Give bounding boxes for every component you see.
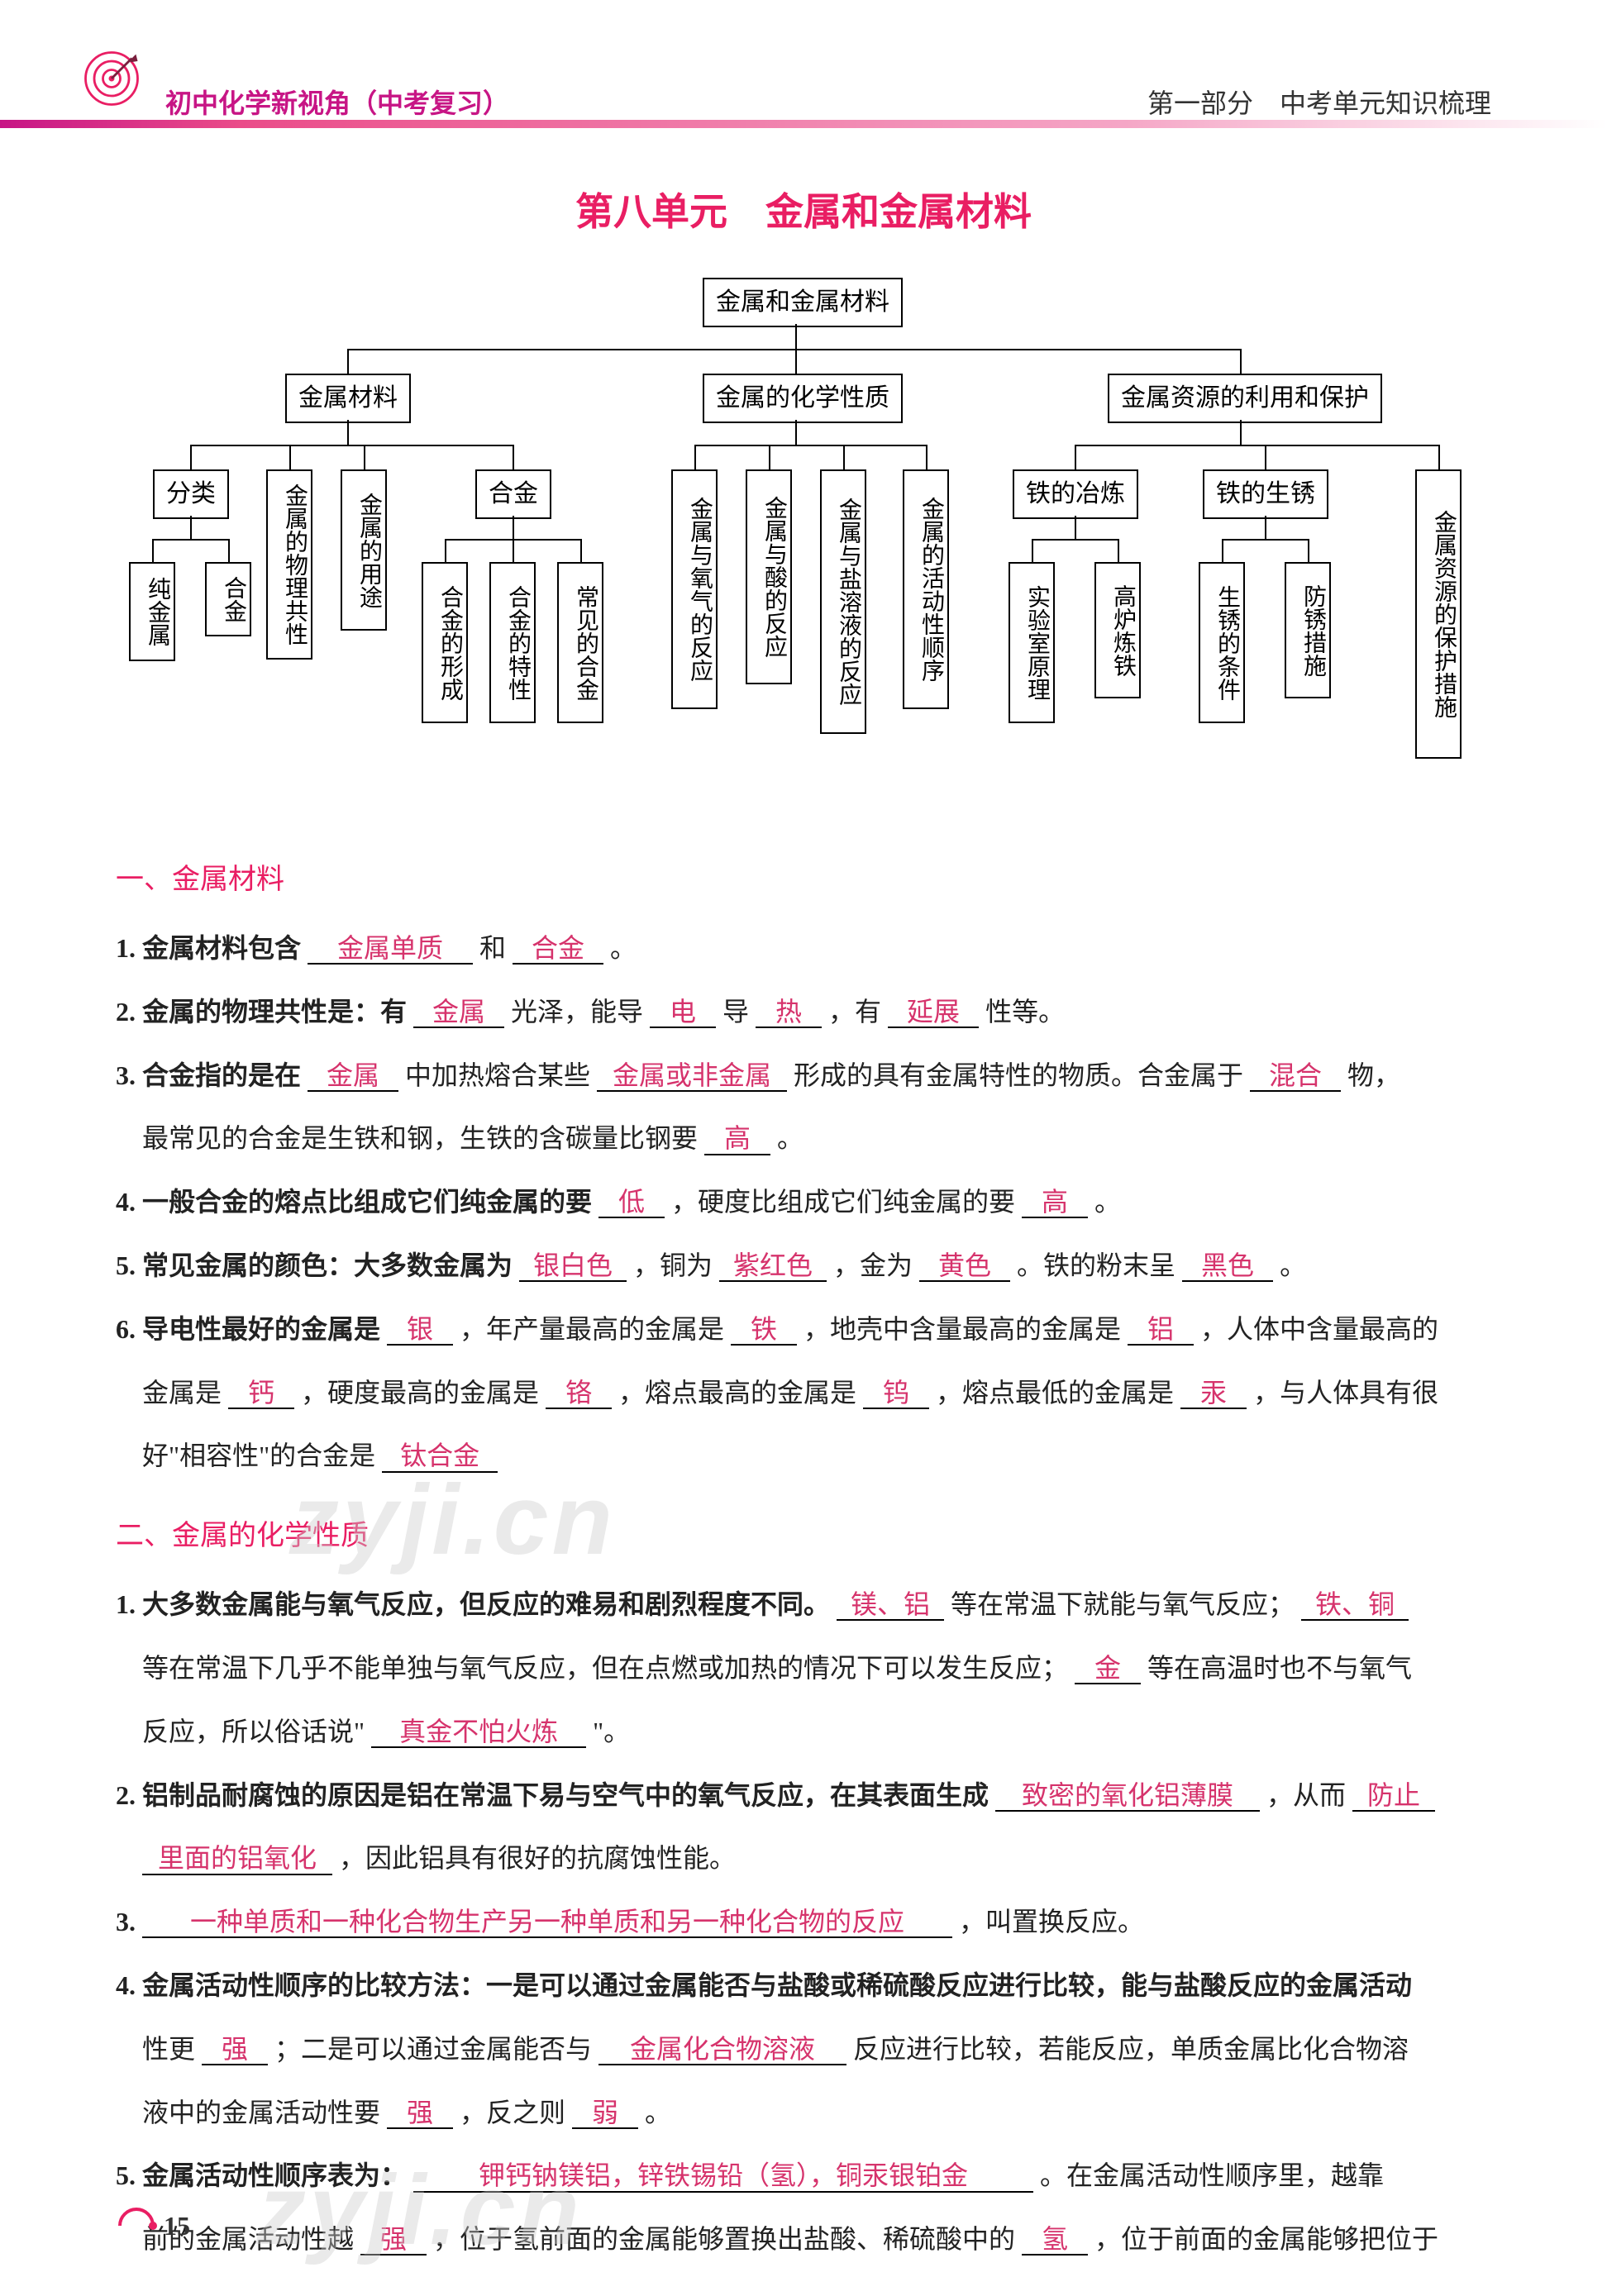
node-金属用途: 金属的用途 <box>341 469 387 631</box>
s1p1: 1. 金属材料包含 金属单质 和 合金 。 <box>116 917 1491 980</box>
s1p4: 4. 一般合金的熔点比组成它们纯金属的要 低 ，硬度比组成它们纯金属的要 高 。 <box>116 1170 1491 1234</box>
node-防锈措施: 防锈措施 <box>1285 562 1331 698</box>
node-c2-0: 金属与氧气的反应 <box>671 469 718 709</box>
blank: 金属 <box>308 1061 398 1092</box>
blank: 钙 <box>228 1379 294 1409</box>
s1p5: 5. 常见金属的颜色：大多数金属为 银白色 ，铜为 紫红色 ，金为 黄色 。铁的… <box>116 1234 1491 1298</box>
blank: 氢 <box>1022 2225 1088 2256</box>
blank: 黄色 <box>919 1251 1010 1282</box>
s2p1: 1. 大多数金属能与氧气反应，但反应的难易和剧烈程度不同。 镁、铝 等在常温下就… <box>116 1573 1491 1763</box>
s2p2: 2. 铝制品耐腐蚀的原因是铝在常温下易与空气中的氧气反应，在其表面生成 致密的氧… <box>116 1764 1491 1891</box>
blank: 低 <box>598 1188 665 1218</box>
book-title: 初中化学新视角（中考复习） <box>165 83 509 121</box>
blank: 高 <box>704 1124 770 1155</box>
node-c2-2: 金属与盐溶液的反应 <box>820 469 866 734</box>
blank: 热 <box>756 998 822 1028</box>
section1-title: 一、金属材料 <box>116 856 1491 897</box>
node-铁的生锈: 铁的生锈 <box>1203 469 1328 519</box>
blank: 镁、铝 <box>837 1590 944 1621</box>
node-生锈条件: 生锈的条件 <box>1199 562 1245 723</box>
header-band <box>0 120 1607 128</box>
blank: 混合 <box>1250 1061 1341 1092</box>
blank: 里面的铝氧化 <box>142 1844 332 1874</box>
node-合金特性: 合金的特性 <box>489 562 536 723</box>
watermark: zyji.cn <box>256 2153 583 2267</box>
section-title-right: 第一部分 中考单元知识梳理 <box>1147 83 1491 121</box>
s1p3: 3. 合金指的是在 金属 中加热熔合某些 金属或非金属 形成的具有金属特性的物质… <box>116 1044 1491 1171</box>
s1p2: 2. 金属的物理共性是：有 金属 光泽，能导 电 导 热 ，有 延展 性等。 <box>116 980 1491 1044</box>
blank: 钨 <box>863 1379 929 1409</box>
blank: 强 <box>202 2035 268 2065</box>
footer-icon <box>116 2205 157 2246</box>
node-c2-3: 金属的活动性顺序 <box>903 469 949 709</box>
s2p4: 4. 金属活动性顺序的比较方法：一是可以通过金属能否与盐酸或稀硫酸反应进行比较，… <box>116 1954 1491 2144</box>
blank: 银白色 <box>519 1251 627 1282</box>
blank: 铬 <box>546 1379 612 1409</box>
blank: 电 <box>650 998 716 1028</box>
blank: 金属 <box>413 998 504 1028</box>
node-纯金属: 纯金属 <box>129 562 175 661</box>
unit-title: 第八单元 金属和金属材料 <box>116 182 1491 236</box>
blank: 真金不怕火炼 <box>371 1717 586 1748</box>
node-合金形成: 合金的形成 <box>422 562 468 723</box>
node-保护措施: 金属资源的保护措施 <box>1415 469 1462 759</box>
node-常见合金: 常见的合金 <box>557 562 603 723</box>
blank: 铁、铜 <box>1301 1590 1409 1621</box>
blank: 弱 <box>572 2098 638 2129</box>
blank: 金属或非金属 <box>597 1061 787 1092</box>
target-icon <box>83 50 141 107</box>
blank: 铝 <box>1128 1315 1194 1346</box>
s1p6: 6. 导电性最好的金属是 银 ，年产量最高的金属是 铁 ，地壳中含量最高的金属是… <box>116 1298 1491 1488</box>
blank: 银 <box>387 1315 453 1346</box>
blank: 延展 <box>888 998 979 1028</box>
node-物理共性: 金属的物理共性 <box>266 469 312 660</box>
node-高炉炼铁: 高炉炼铁 <box>1094 562 1141 698</box>
node-分类: 分类 <box>153 469 229 519</box>
page-footer: 15 <box>116 2205 190 2246</box>
blank: 汞 <box>1180 1379 1247 1409</box>
node-铁的冶炼: 铁的冶炼 <box>1013 469 1138 519</box>
blank: 强 <box>387 2098 453 2129</box>
blank: 铁 <box>731 1315 797 1346</box>
blank: 黑色 <box>1182 1251 1273 1282</box>
node-合金2: 合金 <box>205 562 251 636</box>
node-实验室原理: 实验室原理 <box>1009 562 1055 723</box>
concept-diagram: 金属和金属材料 金属材料 金属的化学性质 金属资源的利用和保护 分类 金属的物理… <box>116 278 1491 823</box>
blank: 金属化合物溶液 <box>598 2035 846 2065</box>
page-number: 15 <box>164 2211 190 2241</box>
node-l2-2: 金属资源的利用和保护 <box>1108 374 1382 423</box>
watermark: zyji.cn <box>289 1463 616 1577</box>
node-c2-1: 金属与酸的反应 <box>746 469 792 684</box>
s2p3: 3. 一种单质和一种化合物生产另一种单质和另一种化合物的反应 ，叫置换反应。 <box>116 1890 1491 1954</box>
blank: 防止 <box>1352 1781 1435 1812</box>
blank: 金属单质 <box>308 934 473 965</box>
node-root: 金属和金属材料 <box>703 278 903 327</box>
node-l2-1: 金属的化学性质 <box>703 374 903 423</box>
blank: 紫红色 <box>719 1251 827 1282</box>
blank: 金 <box>1075 1654 1141 1684</box>
blank: 一种单质和一种化合物生产另一种单质和另一种化合物的反应 <box>142 1908 952 1938</box>
blank: 合金 <box>513 934 603 965</box>
blank: 高 <box>1022 1188 1088 1218</box>
blank: 致密的氧化铝薄膜 <box>995 1781 1260 1812</box>
node-l2-0: 金属材料 <box>285 374 411 423</box>
node-合金: 合金 <box>475 469 551 519</box>
